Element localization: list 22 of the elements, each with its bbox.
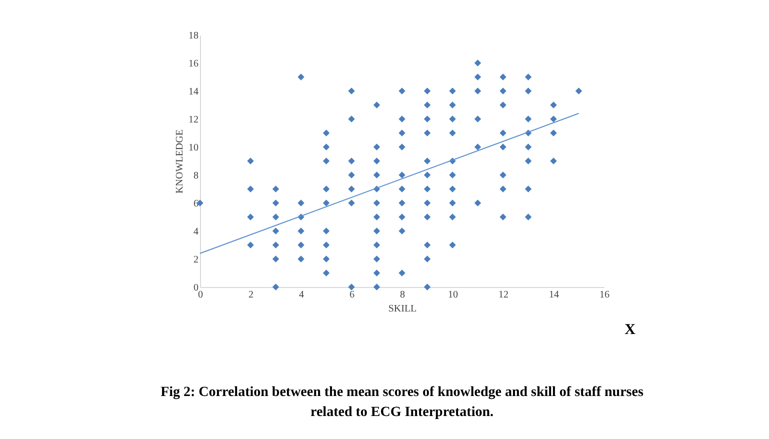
y-tick-label: 18 (188, 30, 198, 42)
x-tick-label: 14 (549, 290, 559, 300)
y-tick-label: 10 (188, 142, 198, 154)
x-tick-label: 2 (248, 290, 254, 300)
y-tick-label: 2 (194, 254, 198, 266)
y-axis-title: KNOWLEDGE (174, 130, 186, 194)
x-tick-label: 6 (350, 290, 354, 300)
y-tick-label: 14 (188, 86, 198, 98)
y-tick-label: 4 (194, 226, 198, 238)
y-tick-label: 16 (188, 58, 198, 70)
y-tick-label: 12 (188, 114, 198, 126)
x-tick-label: 12 (498, 290, 508, 300)
y-tick-label: 8 (194, 170, 198, 182)
text: X (624, 322, 636, 338)
y-tick-label: 6 (194, 198, 198, 210)
x-tick-label: 8 (400, 290, 405, 300)
text: Fig 2: Correlation between the mean scores of knowledge and skill of staff nurses related to ECG Interpretation. (160, 385, 644, 420)
x-tick-label: 16 (600, 290, 610, 300)
x-tick-label: 10 (448, 290, 458, 300)
x-tick-label: 4 (299, 290, 304, 300)
y-tick-label: 0 (194, 282, 198, 294)
x-axis-title: SKILL (388, 304, 417, 314)
